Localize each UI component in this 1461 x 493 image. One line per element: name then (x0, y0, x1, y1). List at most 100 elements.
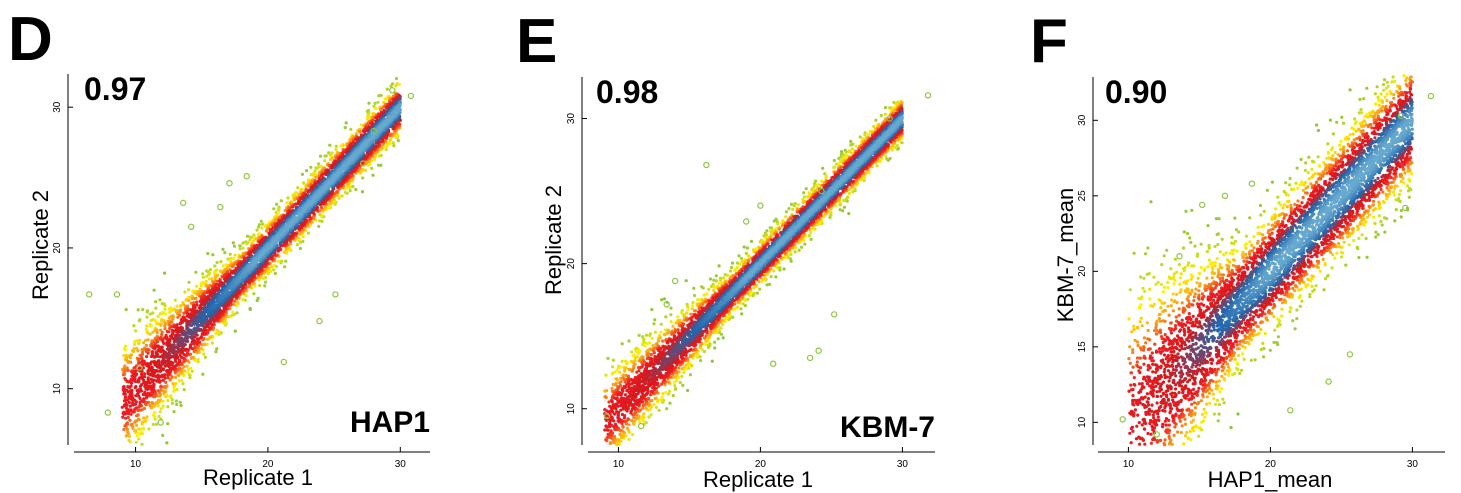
density-point (377, 163, 381, 167)
density-point (194, 296, 198, 300)
density-point (126, 368, 130, 373)
density-point (122, 372, 127, 376)
density-point (258, 283, 262, 288)
density-point (283, 265, 287, 269)
density-point (309, 173, 313, 177)
density-point (140, 420, 144, 424)
density-point (158, 410, 162, 414)
density-point (211, 253, 215, 257)
density-point (163, 312, 168, 316)
density-point (146, 338, 150, 342)
density-point (132, 324, 136, 328)
density-point (124, 406, 128, 410)
density-point (149, 323, 153, 328)
density-point (217, 284, 221, 288)
density-point (208, 335, 212, 339)
density-point (275, 202, 279, 206)
density-point (196, 357, 200, 362)
density-point (161, 311, 165, 315)
density-point (397, 122, 401, 126)
density-point (186, 288, 191, 292)
density-point (363, 168, 368, 172)
density-point (276, 211, 281, 215)
density-point (286, 196, 290, 200)
y-tick-label: 10 (52, 383, 63, 395)
density-point (241, 241, 245, 245)
density-point (153, 347, 157, 351)
density-point (379, 163, 383, 167)
density-point (124, 401, 128, 406)
density-point (389, 84, 393, 88)
density-point (156, 389, 161, 393)
y-tick-label: 30 (52, 101, 63, 113)
density-point (156, 404, 160, 408)
density-point (276, 259, 280, 263)
density-point (252, 239, 256, 243)
density-point (335, 190, 339, 194)
density-point (235, 303, 239, 307)
density-point (163, 327, 167, 331)
density-point (136, 408, 140, 413)
density-point (194, 270, 198, 274)
density-point (163, 271, 167, 275)
density-point (272, 263, 276, 267)
density-point (180, 379, 184, 383)
density-point (195, 300, 199, 304)
density-point (155, 331, 159, 335)
density-point (174, 399, 178, 403)
density-point (172, 387, 176, 391)
density-point (189, 343, 193, 347)
density-point (215, 328, 219, 332)
density-point (172, 384, 176, 388)
density-point (306, 231, 310, 235)
density-point (231, 310, 235, 314)
density-point (179, 403, 183, 408)
density-point (163, 307, 167, 311)
density-point (125, 433, 130, 437)
density-point (302, 181, 306, 185)
density-point (328, 143, 332, 147)
density-point (140, 442, 144, 446)
density-point (170, 320, 174, 324)
density-point (144, 343, 148, 347)
density-point (159, 323, 163, 327)
density-point (213, 264, 217, 268)
density-point (171, 382, 175, 386)
density-point (143, 375, 147, 379)
density-point (259, 219, 263, 223)
density-point (313, 173, 318, 177)
density-point (129, 384, 133, 388)
density-point (163, 304, 167, 308)
density-point (394, 76, 399, 81)
density-point (250, 235, 254, 239)
density-point (278, 241, 282, 245)
density-point (138, 338, 142, 342)
density-point (233, 253, 237, 257)
density-point (361, 176, 365, 180)
density-point (264, 229, 269, 233)
density-point (232, 244, 237, 248)
density-point (151, 317, 155, 322)
density-point (135, 414, 139, 418)
density-point (235, 300, 240, 304)
density-point (341, 143, 345, 148)
density-point (301, 233, 305, 237)
density-point (128, 355, 132, 360)
density-point (167, 330, 171, 334)
density-point (136, 349, 140, 353)
density-point (245, 242, 249, 246)
density-point (147, 348, 151, 352)
density-point (272, 207, 276, 211)
density-point (140, 356, 144, 360)
density-point (173, 375, 178, 379)
density-point (365, 117, 370, 121)
density-point (384, 147, 388, 152)
density-point (351, 184, 355, 189)
density-point (231, 241, 235, 245)
density-point (133, 340, 137, 344)
density-point (385, 141, 389, 145)
density-point (184, 298, 188, 302)
density-point (215, 260, 219, 265)
density-point (291, 205, 295, 209)
density-point (143, 372, 147, 376)
